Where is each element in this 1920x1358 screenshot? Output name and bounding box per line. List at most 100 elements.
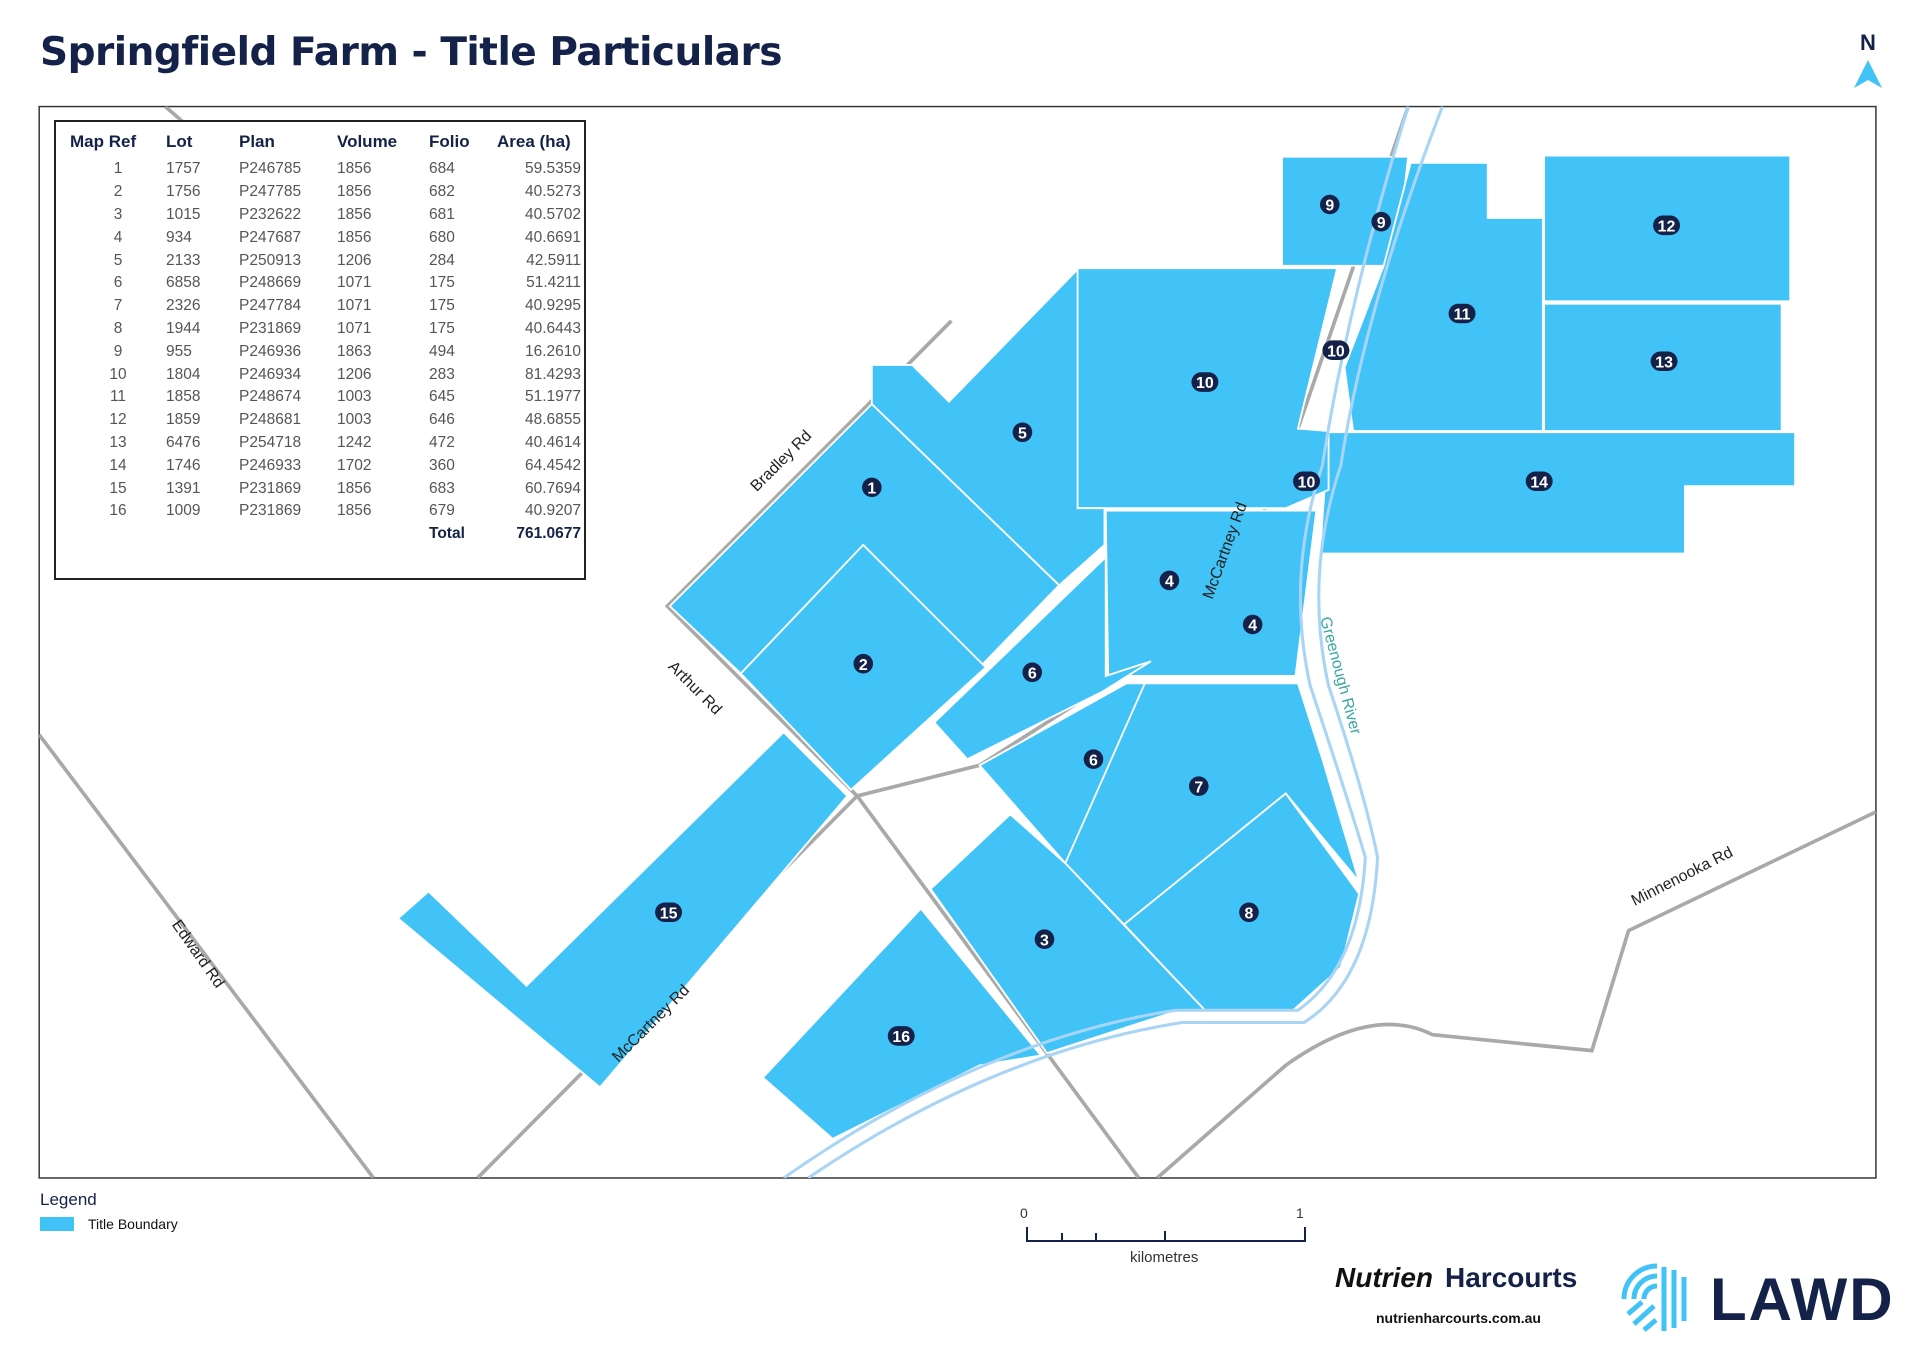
page-title: Springfield Farm - Title Particulars bbox=[40, 30, 782, 75]
parcel-number: 5 bbox=[1018, 425, 1027, 442]
legend-title: Legend bbox=[40, 1190, 97, 1209]
table-cell: 16.2610 bbox=[524, 342, 581, 360]
table-row: 13 6476 P254718 1242 472 40.4614 bbox=[70, 432, 581, 455]
parcel-label[interactable]: 3 bbox=[1034, 929, 1055, 949]
table-cell: 40.9295 bbox=[524, 297, 581, 315]
parcel[interactable] bbox=[1343, 161, 1544, 432]
north-arrow: N bbox=[1848, 30, 1888, 90]
column-header: Folio bbox=[429, 132, 470, 151]
table-cell: 1856 bbox=[337, 160, 372, 178]
table-cell: 679 bbox=[429, 502, 455, 520]
table-cell: 40.5273 bbox=[524, 183, 581, 201]
table-row: 12 1859 P248681 1003 646 48.6855 bbox=[70, 409, 581, 432]
parcel-label[interactable]: 2 bbox=[853, 653, 874, 674]
table-header: Map Ref Lot Plan Volume Folio Area (ha) bbox=[70, 132, 581, 158]
parcel-label[interactable]: 5 bbox=[1012, 422, 1033, 442]
table-cell: 13 bbox=[109, 433, 127, 451]
parcel-label[interactable]: 10 bbox=[1293, 471, 1320, 491]
parcel-label[interactable]: 4 bbox=[1159, 570, 1180, 591]
table-row: 1 1757 P246785 1856 684 59.5359 bbox=[70, 158, 581, 181]
table-row: 4 934 P247687 1856 680 40.6691 bbox=[70, 226, 581, 249]
table-cell: P250913 bbox=[239, 251, 302, 269]
parcel-label[interactable]: 6 bbox=[1022, 662, 1043, 682]
table-cell: 1003 bbox=[337, 411, 372, 429]
table-cell: 284 bbox=[429, 251, 455, 269]
parcel-badge bbox=[1083, 749, 1104, 769]
table-cell: 680 bbox=[429, 228, 455, 246]
table-cell: 1856 bbox=[337, 228, 372, 246]
parcel-number: 2 bbox=[859, 657, 868, 674]
table-cell: 6858 bbox=[166, 274, 201, 292]
parcel-label[interactable]: 10 bbox=[1322, 340, 1350, 360]
parcel[interactable] bbox=[933, 555, 1152, 761]
parcel-number: 4 bbox=[1165, 574, 1174, 591]
parcel-number: 8 bbox=[1245, 905, 1254, 922]
column-header: Area (ha) bbox=[497, 132, 571, 151]
table-cell: 684 bbox=[429, 160, 455, 178]
parcel-label[interactable]: 14 bbox=[1525, 471, 1553, 492]
parcel-number: 11 bbox=[1454, 307, 1471, 324]
parcel-number: 6 bbox=[1028, 665, 1037, 682]
parcel-label[interactable]: 11 bbox=[1448, 303, 1476, 324]
road bbox=[164, 106, 185, 124]
table-cell: P231869 bbox=[239, 502, 302, 520]
parcel-label[interactable]: 8 bbox=[1239, 902, 1259, 922]
parcel-number: 13 bbox=[1655, 354, 1673, 371]
table-cell: 2326 bbox=[166, 297, 201, 315]
table-cell: 64.4542 bbox=[524, 456, 581, 474]
table-cell: 175 bbox=[429, 297, 455, 315]
parcel-number: 10 bbox=[1196, 375, 1214, 392]
table-cell: 1746 bbox=[166, 456, 201, 474]
table-cell: 1856 bbox=[337, 502, 372, 520]
parcel-label[interactable]: 9 bbox=[1371, 211, 1392, 232]
table-cell: 1071 bbox=[337, 274, 372, 292]
legend-item: Title Boundary bbox=[40, 1216, 178, 1232]
parcel-label[interactable]: 10 bbox=[1191, 372, 1219, 392]
column-header: Plan bbox=[239, 132, 275, 151]
table-row: 10 1804 P246934 1206 283 81.4293 bbox=[70, 363, 581, 386]
parcel-badge bbox=[1320, 194, 1340, 215]
parcel-badge bbox=[1448, 303, 1476, 324]
parcel-badge bbox=[1525, 471, 1553, 492]
table-cell: 40.4614 bbox=[524, 433, 581, 451]
parcel-label[interactable]: 1 bbox=[862, 477, 882, 498]
parcel-badge bbox=[853, 653, 874, 674]
website-url[interactable]: nutrienharcourts.com.au bbox=[1376, 1310, 1541, 1326]
table-cell: 60.7694 bbox=[524, 479, 581, 497]
scale-start: 0 bbox=[1020, 1205, 1028, 1221]
table-cell: 1804 bbox=[166, 365, 201, 383]
parcel-label[interactable]: 13 bbox=[1650, 351, 1678, 371]
parcel[interactable] bbox=[1104, 509, 1318, 677]
table-cell: 646 bbox=[429, 411, 455, 429]
parcel-number: 10 bbox=[1298, 474, 1316, 491]
parcel-label[interactable]: 7 bbox=[1188, 776, 1209, 796]
table-cell: P247687 bbox=[239, 228, 302, 246]
table-cell: 51.4211 bbox=[526, 274, 581, 292]
table-cell: 1856 bbox=[337, 479, 372, 497]
parcel-label[interactable]: 6 bbox=[1083, 749, 1104, 769]
table-row: 7 2326 P247784 1071 175 40.9295 bbox=[70, 295, 581, 318]
table-cell: 681 bbox=[429, 205, 455, 223]
table-cell: 42.5911 bbox=[526, 251, 581, 269]
table-cell: 1856 bbox=[337, 205, 372, 223]
parcel-label[interactable]: 12 bbox=[1653, 215, 1680, 236]
parcel-number: 9 bbox=[1377, 215, 1386, 232]
parcel-label[interactable]: 9 bbox=[1320, 194, 1340, 215]
table-cell: 1858 bbox=[166, 388, 201, 406]
parcel-label[interactable]: 16 bbox=[887, 1026, 915, 1046]
table-cell: 1702 bbox=[337, 456, 372, 474]
road bbox=[1155, 810, 1876, 1178]
total-value: 761.0677 bbox=[516, 525, 581, 543]
parcel-number: 12 bbox=[1658, 218, 1676, 235]
table-cell: 4 bbox=[113, 228, 123, 246]
table-cell: P247784 bbox=[239, 297, 302, 315]
parcel[interactable] bbox=[396, 730, 849, 1089]
parcel-badge bbox=[1239, 902, 1259, 923]
parcel[interactable] bbox=[761, 907, 1043, 1140]
parcel-label[interactable]: 4 bbox=[1242, 614, 1263, 635]
parcel-label[interactable]: 15 bbox=[655, 902, 683, 922]
table-cell: 1003 bbox=[337, 388, 372, 406]
table-cell: 472 bbox=[429, 433, 455, 451]
table-cell: 1071 bbox=[337, 297, 372, 315]
table-row: 15 1391 P231869 1856 683 60.7694 bbox=[70, 477, 581, 500]
